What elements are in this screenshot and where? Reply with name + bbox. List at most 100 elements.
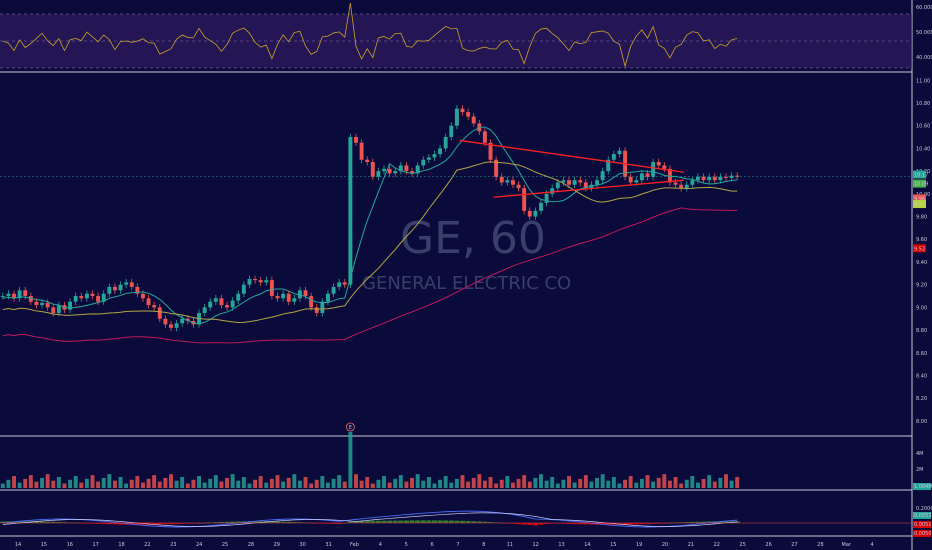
volume-bar (96, 481, 101, 488)
macd-histogram-bar (403, 520, 409, 523)
volume-bar (505, 476, 510, 488)
macd-histogram-bar (420, 520, 426, 523)
candle-body (533, 210, 538, 217)
volume-bar (561, 479, 566, 488)
candle-body (292, 298, 297, 302)
date-axis-label: 19 (636, 542, 642, 548)
candle-body (225, 305, 230, 308)
price-axis-label: 9.00 (916, 305, 927, 311)
candle-body (174, 323, 179, 328)
macd-histogram-bar (633, 523, 639, 525)
candle-body (432, 154, 437, 158)
candle-body (600, 171, 605, 181)
volume-bar (690, 476, 695, 488)
earnings-icon[interactable] (345, 422, 355, 432)
volume-bar (286, 477, 291, 488)
volume-bar (309, 483, 314, 488)
volume-bar (421, 480, 426, 488)
price-badge (913, 179, 926, 188)
macd-histogram-bar (488, 522, 494, 523)
volume-bar (382, 476, 386, 488)
volume-bar (544, 480, 549, 488)
macd-histogram-bar (476, 521, 482, 523)
moving-average-line (2, 161, 738, 323)
candle-body (695, 176, 700, 181)
macd-histogram-bar (387, 520, 393, 523)
candle-body (73, 296, 78, 302)
volume-bar (550, 476, 555, 488)
volume-bar (729, 480, 734, 488)
macd-histogram-bar (678, 522, 684, 523)
macd-histogram-bar (174, 523, 180, 524)
volume-bar (337, 475, 342, 488)
volume-bar (314, 479, 319, 488)
volume-bar (376, 479, 381, 488)
candle-body (662, 165, 667, 169)
volume-bar (600, 474, 605, 488)
volume-bar (129, 479, 134, 488)
volume-bar (208, 478, 213, 488)
volume-bar (555, 483, 560, 488)
volume-bar (124, 483, 129, 488)
macd-histogram-bar (218, 521, 224, 523)
date-axis-label: Mar (842, 542, 852, 548)
macd-histogram-bar (162, 523, 168, 525)
volume-bar (51, 480, 56, 488)
volume-bar (0, 483, 5, 488)
macd-histogram-bar (577, 523, 583, 525)
date-axis-label: 14 (15, 542, 21, 548)
macd-histogram-bar (39, 521, 45, 523)
macd-badge-label: 0.0050 (914, 531, 932, 537)
candle-body (17, 290, 22, 299)
price-axis-label: 8.00 (916, 419, 927, 425)
date-axis-label: 21 (688, 542, 694, 548)
macd-histogram-bar (706, 521, 712, 523)
volume-bar (185, 483, 190, 488)
trendline[interactable] (459, 139, 685, 173)
macd-histogram-bar (717, 521, 723, 523)
candle-body (23, 290, 28, 297)
macd-histogram-bar (347, 521, 353, 523)
earnings-marker-label: E (349, 425, 352, 431)
macd-histogram-bar (426, 520, 432, 523)
trendline[interactable] (493, 179, 684, 198)
volume-bar (477, 474, 482, 488)
candle-body (404, 165, 409, 172)
date-axis-label: 26 (765, 542, 771, 548)
candle-body (337, 282, 342, 287)
date-axis-label: 30 (300, 542, 306, 548)
macd-histogram-bar (415, 520, 421, 523)
macd-histogram-bar (566, 523, 572, 524)
date-axis-label: 29 (274, 542, 280, 548)
volume-bar (673, 476, 678, 488)
volume-bar (567, 476, 571, 488)
candle-body (482, 131, 487, 143)
macd-histogram-bar (459, 520, 466, 523)
volume-bar (527, 481, 532, 488)
candle-body (269, 280, 274, 297)
macd-histogram-bar (331, 523, 337, 524)
macd-histogram-bar (168, 523, 174, 525)
macd-histogram-bar (650, 523, 656, 524)
volume-bar (651, 481, 656, 488)
date-axis-label: 31 (325, 542, 331, 548)
macd-histogram-bar (521, 523, 527, 525)
candle-body (118, 284, 123, 291)
volume-bar (12, 476, 16, 488)
macd-badge (913, 512, 931, 519)
candle-body (398, 165, 403, 172)
volume-bar (533, 477, 538, 488)
volume-bar (482, 480, 487, 488)
volume-bar (79, 482, 84, 488)
date-axis-label: 18 (118, 542, 124, 548)
volume-bar (707, 475, 712, 488)
candle-body (45, 302, 50, 308)
macd-histogram-bar (50, 521, 56, 523)
volume-bar (73, 476, 78, 488)
macd-histogram-bar (235, 521, 241, 523)
volume-bar (354, 474, 358, 488)
watermark-symbol: GE, 60 (400, 213, 546, 264)
